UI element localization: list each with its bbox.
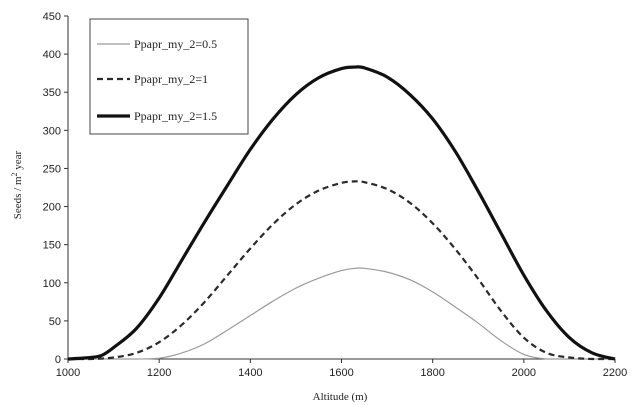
y-axis-title-tail: year [12, 150, 24, 172]
x-tick-label: 1200 [147, 367, 171, 379]
x-axis-title: Altitude (m) [313, 391, 368, 403]
x-tick-label: 1400 [238, 367, 262, 379]
y-axis-title: Seeds / m2 year [10, 150, 24, 219]
legend-label-1: Ppapr_my_2=0.5 [134, 37, 217, 51]
y-tick-label: 150 [43, 240, 61, 252]
y-tick-label: 450 [43, 11, 61, 23]
y-tick-label: 250 [43, 163, 61, 175]
x-ticks: 1000 1200 1400 1600 1800 2000 2200 [56, 359, 627, 379]
y-tick-label: 400 [43, 49, 61, 61]
legend-label-2: Ppapr_my_2=1 [134, 72, 208, 86]
y-axis-title-main: Seeds / m [12, 176, 24, 219]
series-line-3 [67, 65, 616, 361]
x-tick-label: 2000 [512, 367, 536, 379]
x-tick-label: 1000 [56, 367, 80, 379]
legend-items: Ppapr_my_2=0.5 Ppapr_my_2=1 Ppapr_my_2=1.5 [97, 37, 217, 123]
y-ticks: 0 50 100 150 200 250 300 350 400 450 [43, 11, 68, 366]
y-tick-label: 100 [43, 278, 61, 290]
y-tick-label: 350 [43, 87, 61, 99]
y-tick-label: 0 [55, 354, 61, 366]
x-tick-label: 1800 [420, 367, 444, 379]
x-tick-label: 2200 [603, 367, 627, 379]
legend-box [89, 18, 249, 135]
y-tick-label: 50 [49, 316, 61, 328]
x-tick-label: 1600 [329, 367, 353, 379]
y-axis-title-sup: 2 [10, 172, 19, 176]
y-tick-label: 300 [43, 125, 61, 137]
legend: Ppapr_my_2=0.5 Ppapr_my_2=1 Ppapr_my_2=1.5 [89, 18, 249, 135]
series-group [67, 65, 616, 361]
series-line-1 [68, 267, 615, 360]
y-tick-label: 200 [43, 202, 61, 214]
legend-label-3: Ppapr_my_2=1.5 [134, 109, 217, 123]
